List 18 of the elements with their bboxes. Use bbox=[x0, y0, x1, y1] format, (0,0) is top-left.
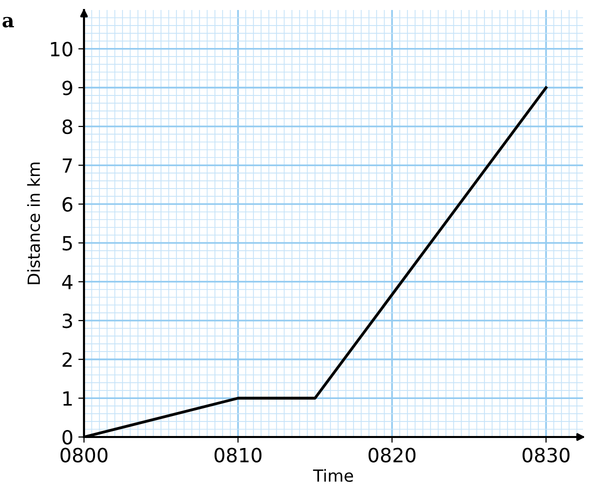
x-tick-label: 0810 bbox=[214, 448, 262, 462]
y-tick-label: 8 bbox=[62, 119, 72, 134]
x-tick-label: 0820 bbox=[368, 448, 416, 462]
y-tick-label: 0 bbox=[62, 430, 72, 445]
y-tick-label: 6 bbox=[62, 197, 72, 212]
y-tick-label: 9 bbox=[62, 80, 72, 96]
x-tick-label: 0830 bbox=[522, 448, 570, 462]
y-tick-label: 5 bbox=[62, 236, 72, 251]
y-axis-title: Distance in km bbox=[27, 162, 40, 284]
x-tick-label: 0800 bbox=[60, 448, 108, 462]
text: a bbox=[2, 16, 14, 28]
y-tick-label: 7 bbox=[62, 158, 72, 173]
y-tick-label: 1 bbox=[63, 391, 72, 406]
y-tick-label: 2 bbox=[62, 352, 72, 367]
y-tick-label: 10 bbox=[50, 42, 72, 56]
y-tick-label: 3 bbox=[62, 314, 72, 328]
y-tick-label: 4 bbox=[62, 274, 72, 290]
x-axis-title: Time bbox=[313, 469, 354, 482]
